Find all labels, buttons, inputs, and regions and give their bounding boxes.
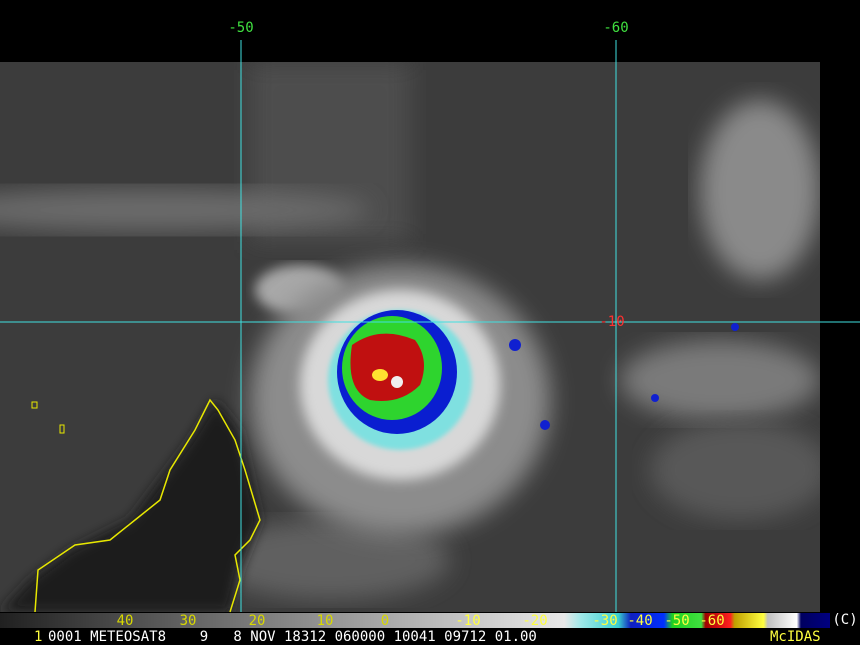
- color-bar-label: -50: [664, 613, 689, 629]
- color-bar-label: -30: [592, 613, 617, 629]
- color-bar-label: 10: [317, 613, 334, 629]
- lon-label: -60: [603, 20, 628, 36]
- color-bar-label: -40: [627, 613, 652, 629]
- color-bar-label: 0: [381, 613, 389, 629]
- lat-label: -10: [599, 314, 624, 330]
- frame-number: 1: [34, 629, 42, 645]
- image-info: 0001 METEOSAT8 9 8 NOV 18312 060000 1004…: [48, 629, 537, 645]
- island: [31, 401, 38, 409]
- color-bar-label: -60: [699, 613, 724, 629]
- color-bar-label: 20: [249, 613, 266, 629]
- coastline: [34, 398, 261, 613]
- producer: McIDAS: [770, 629, 821, 645]
- color-bar-label: -20: [522, 613, 547, 629]
- color-bar-labels: 40 30 20 10 0 -10 -20 -30 -40 -50 -60: [117, 613, 725, 629]
- color-bar-unit: (C): [832, 612, 857, 628]
- color-bar: [0, 613, 830, 628]
- lon-label: -50: [228, 20, 253, 36]
- island: [59, 424, 65, 434]
- cloud-field: [0, 62, 820, 612]
- color-bar-label: 30: [180, 613, 197, 629]
- color-bar-label: 40: [117, 613, 134, 629]
- color-bar-label: -10: [455, 613, 480, 629]
